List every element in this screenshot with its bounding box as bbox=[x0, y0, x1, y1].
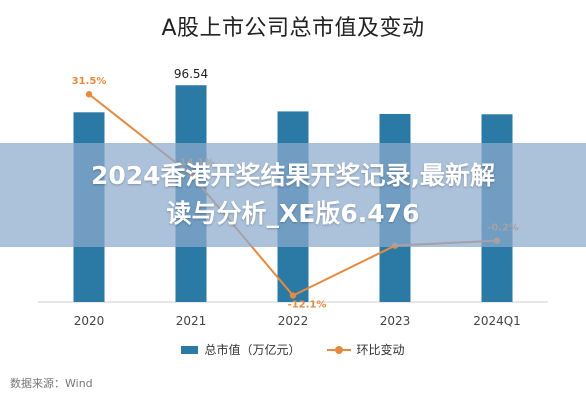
legend-item-change: 环比变动 bbox=[326, 341, 405, 358]
x-tick-label: 2022 bbox=[278, 314, 309, 328]
chart-title: A股上市公司总市值及变动 bbox=[161, 16, 425, 41]
legend-item-market-cap: 总市值（万亿元） bbox=[181, 341, 301, 358]
overlay-line-1: 2024香港开奖结果开奖记录,最新解 bbox=[90, 161, 496, 190]
legend-label-market-cap: 总市值（万亿元） bbox=[204, 343, 301, 357]
change-value-label: -12.1% bbox=[288, 300, 327, 311]
x-tick-label: 2020 bbox=[74, 314, 105, 328]
legend-label-change: 环比变动 bbox=[356, 343, 405, 357]
legend-line-marker bbox=[326, 345, 351, 355]
change-point-2020 bbox=[85, 91, 93, 98]
x-tick-labels: 2020 2021 2022 2023 2024Q1 bbox=[74, 314, 521, 328]
chart-legend: 总市值（万亿元） 环比变动 bbox=[0, 341, 586, 358]
bar-value-label: 96.54 bbox=[174, 67, 208, 81]
overlay-banner bbox=[0, 143, 586, 247]
legend-bar-swatch bbox=[181, 345, 199, 354]
change-point-2022 bbox=[289, 292, 297, 299]
x-tick-label: 2024Q1 bbox=[473, 314, 521, 328]
overlay-line-2: 读与分析_XE版6.476 bbox=[166, 199, 420, 228]
change-value-label: 31.5% bbox=[72, 76, 107, 87]
overlay-banner-text: 2024香港开奖结果开奖记录,最新解 读与分析_XE版6.476 bbox=[0, 157, 586, 233]
source-note: 数据来源：Wind bbox=[10, 377, 93, 390]
x-tick-label: 2023 bbox=[380, 314, 411, 328]
x-tick-label: 2021 bbox=[176, 314, 207, 328]
